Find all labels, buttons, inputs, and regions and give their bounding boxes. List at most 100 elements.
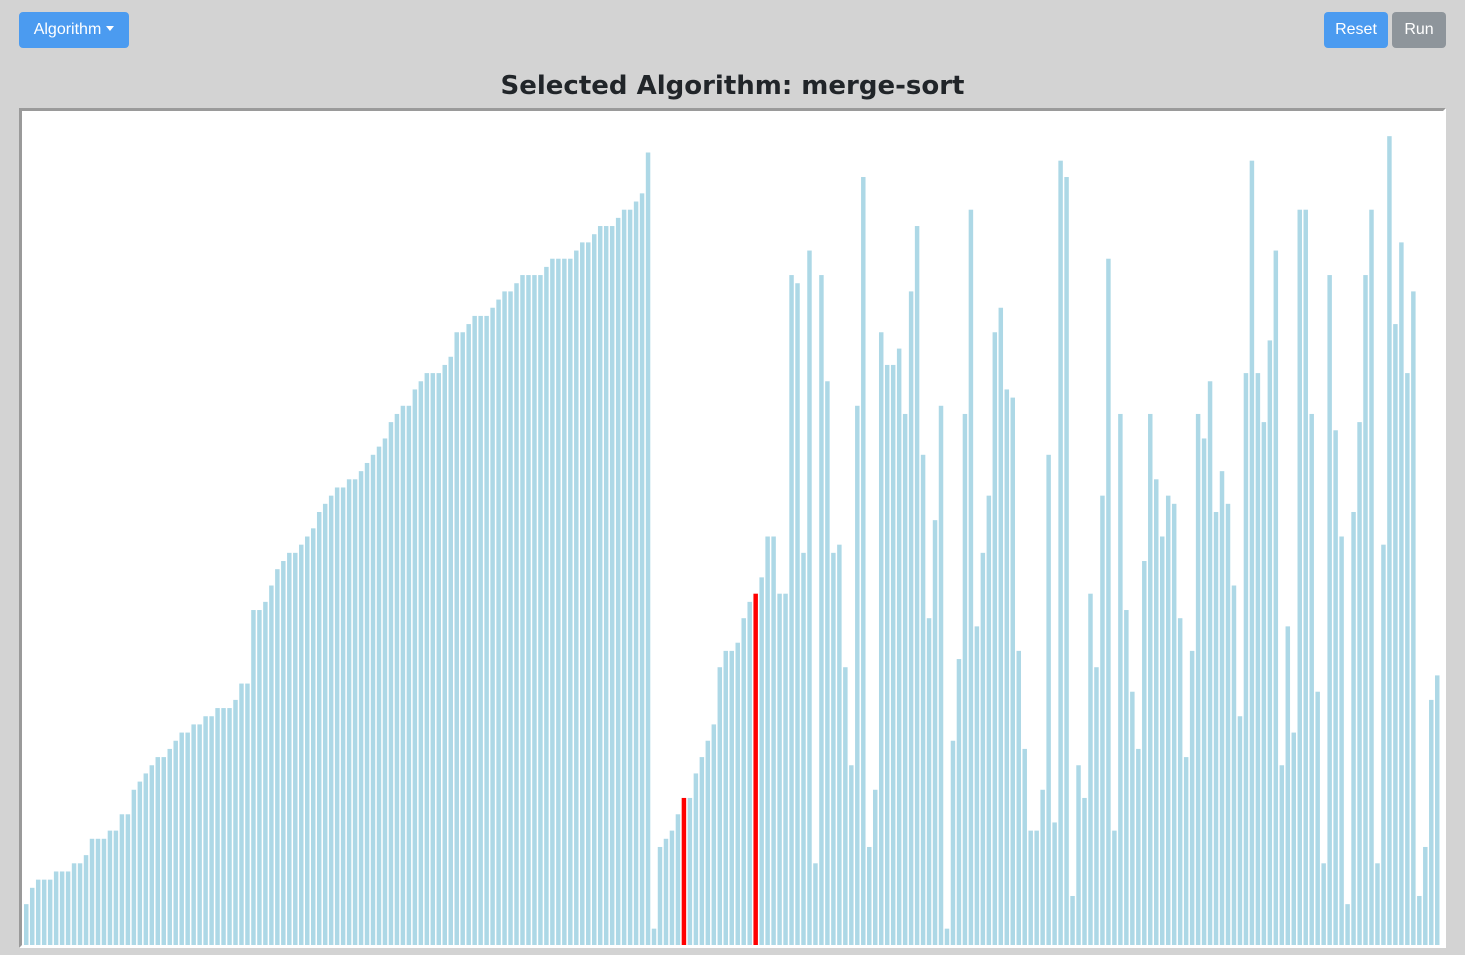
bar [890, 364, 896, 945]
bar [340, 487, 346, 945]
bar [1285, 626, 1291, 945]
bar [1028, 830, 1033, 945]
bar [1016, 650, 1021, 945]
bar [77, 863, 83, 945]
bar [179, 732, 184, 945]
bar [269, 585, 274, 945]
bar [1207, 381, 1213, 945]
bar [873, 789, 878, 945]
bar [1148, 413, 1153, 945]
bar [938, 405, 944, 945]
bar [1345, 904, 1350, 945]
bar [950, 740, 956, 945]
bar [849, 765, 854, 945]
bar [1082, 797, 1087, 945]
bar [358, 471, 364, 945]
bar [394, 413, 400, 945]
toolbar: Algorithm Reset Run [0, 0, 1465, 60]
bar [107, 830, 113, 945]
bar [1405, 373, 1410, 945]
bar [382, 438, 388, 945]
bar [472, 315, 477, 945]
bar [1303, 209, 1308, 945]
bar [837, 544, 842, 945]
bar [1219, 471, 1225, 945]
bar [735, 642, 740, 945]
bar [1357, 422, 1362, 945]
bar [693, 773, 699, 945]
bar [185, 732, 190, 945]
bar [1261, 422, 1267, 945]
bar [221, 708, 226, 945]
bar [89, 838, 95, 945]
bar [1267, 340, 1273, 945]
bar [131, 789, 137, 945]
bar [759, 577, 764, 945]
bar [1321, 863, 1326, 945]
bar [334, 487, 340, 945]
bar [442, 364, 447, 945]
bar [1255, 373, 1261, 945]
bar [251, 610, 256, 945]
bar [502, 291, 507, 945]
bar [657, 846, 663, 945]
bar [215, 708, 220, 945]
bar [974, 626, 980, 945]
bar [322, 503, 328, 945]
bar [478, 315, 483, 945]
bar [1052, 822, 1057, 945]
bar [550, 258, 555, 945]
algorithm-dropdown-button[interactable]: Algorithm [19, 12, 129, 48]
bar [651, 928, 657, 945]
bar [896, 348, 902, 945]
bar [1040, 789, 1045, 945]
bar [24, 904, 29, 945]
bar [125, 814, 131, 945]
bar [29, 887, 35, 945]
bar [364, 462, 370, 945]
bar [855, 405, 860, 945]
bar [1088, 593, 1093, 945]
bar [1189, 650, 1195, 945]
bar [1327, 275, 1332, 945]
bar [645, 152, 651, 945]
bar [926, 618, 932, 945]
bar [1225, 503, 1231, 945]
run-button[interactable]: Run [1392, 12, 1446, 48]
bar-active [753, 593, 758, 945]
bar [1165, 495, 1171, 945]
bar [741, 618, 746, 945]
bar [908, 291, 914, 945]
bar [771, 536, 776, 945]
bar [65, 871, 71, 945]
bar [328, 495, 334, 945]
bar [275, 569, 280, 945]
bar [1249, 160, 1255, 945]
bar [209, 716, 214, 945]
bar [227, 708, 232, 945]
bar [1375, 863, 1380, 945]
bar [878, 332, 884, 945]
bar [436, 373, 442, 945]
bar [1417, 895, 1422, 945]
bar [400, 405, 406, 945]
reset-button[interactable]: Reset [1324, 12, 1388, 48]
bar [460, 332, 465, 945]
page-title: Selected Algorithm: merge-sort [500, 71, 965, 101]
bar [1273, 250, 1279, 945]
bar [980, 552, 986, 945]
bar [1195, 413, 1201, 945]
bar [310, 528, 316, 945]
bar [424, 373, 430, 945]
bar [1022, 748, 1027, 945]
bar [1064, 177, 1069, 945]
bar [765, 536, 770, 945]
bar [1177, 618, 1183, 945]
bar [53, 871, 59, 945]
bar [1411, 291, 1416, 945]
bar [807, 250, 812, 945]
bar [831, 552, 836, 945]
bar [597, 226, 603, 945]
bar [920, 454, 926, 945]
bar [173, 740, 178, 945]
